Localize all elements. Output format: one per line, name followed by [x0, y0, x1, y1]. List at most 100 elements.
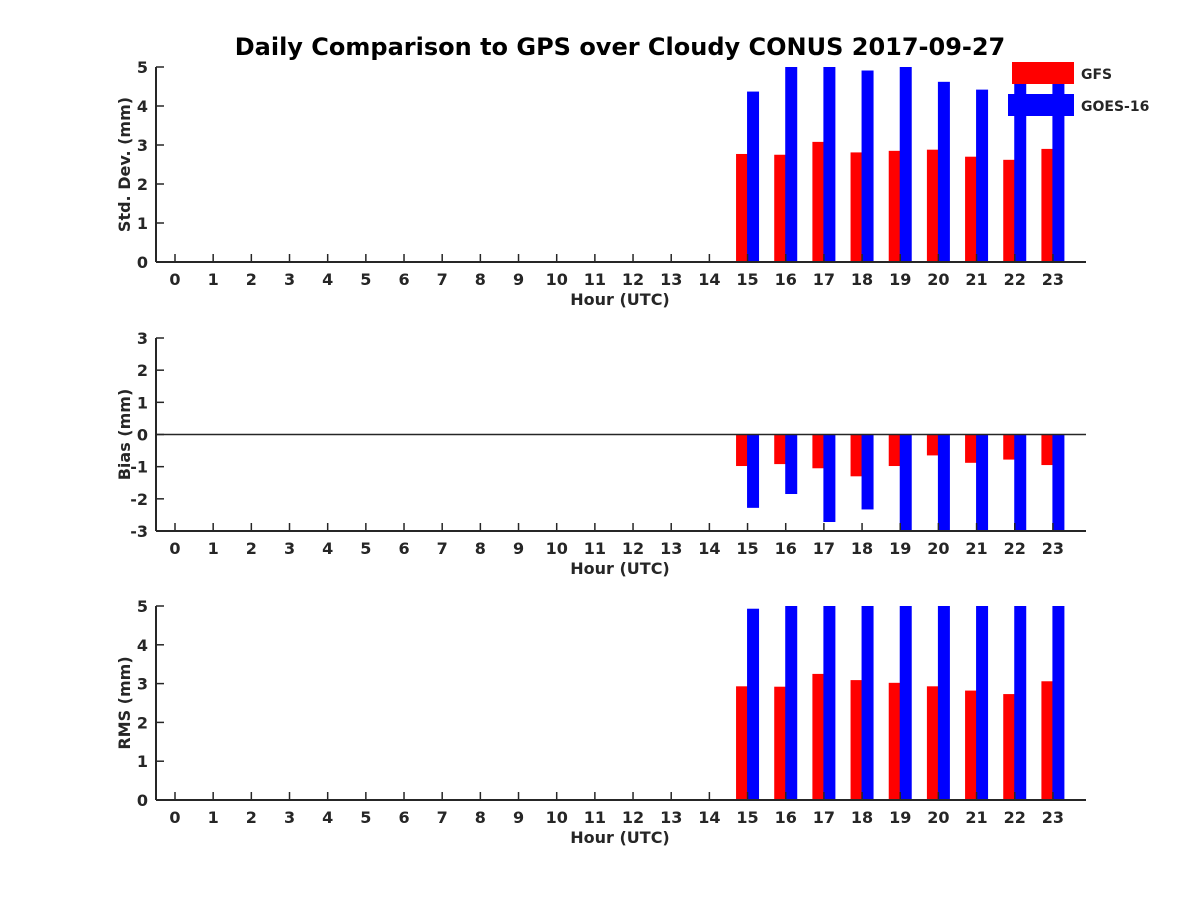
x-tick-label: 0: [169, 808, 180, 827]
x-tick-label: 13: [660, 270, 682, 289]
y-tick-label: 5: [137, 597, 148, 616]
x-tick-label: 16: [775, 808, 797, 827]
y-tick-label: 0: [137, 253, 148, 272]
x-tick-label: 3: [284, 270, 295, 289]
x-tick-label: 16: [775, 270, 797, 289]
x-axis-label: Hour (UTC): [570, 828, 670, 847]
x-tick-label: 12: [622, 270, 644, 289]
x-tick-label: 23: [1042, 270, 1064, 289]
bar-goes-16-hour-15: [747, 608, 760, 800]
bar-gfs-hour-18: [850, 152, 863, 262]
x-tick-label: 3: [284, 539, 295, 558]
x-tick-label: 13: [660, 539, 682, 558]
x-tick-label: 23: [1042, 808, 1064, 827]
x-tick-label: 16: [775, 539, 797, 558]
bar-goes-16-hour-18: [861, 434, 874, 510]
bar-goes-16-hour-22: [1014, 434, 1027, 531]
x-tick-label: 8: [475, 808, 486, 827]
y-tick-label: 0: [137, 791, 148, 810]
bar-gfs-hour-19: [888, 150, 901, 262]
x-tick-label: 17: [813, 539, 835, 558]
bar-goes-16-hour-23: [1052, 434, 1065, 531]
x-tick-label: 18: [851, 808, 873, 827]
y-tick-label: 3: [137, 136, 148, 155]
x-tick-label: 7: [437, 539, 448, 558]
y-tick-label: 2: [137, 175, 148, 194]
bar-goes-16-hour-18: [861, 606, 874, 800]
bar-goes-16-hour-21: [976, 434, 989, 531]
x-tick-label: 4: [322, 270, 333, 289]
y-tick-label: 2: [137, 713, 148, 732]
x-tick-label: 0: [169, 270, 180, 289]
x-tick-label: 12: [622, 808, 644, 827]
x-tick-label: 5: [360, 270, 371, 289]
x-tick-label: 19: [889, 808, 911, 827]
x-tick-label: 22: [1004, 539, 1026, 558]
y-tick-label: -2: [130, 490, 148, 509]
x-tick-label: 5: [360, 539, 371, 558]
bar-gfs-hour-16: [774, 686, 787, 800]
bar-goes-16-hour-15: [747, 91, 760, 262]
bar-goes-16-hour-20: [937, 434, 950, 531]
x-tick-label: 12: [622, 539, 644, 558]
bar-goes-16-hour-18: [861, 70, 874, 262]
x-tick-label: 14: [698, 539, 720, 558]
x-tick-label: 6: [398, 808, 409, 827]
bar-gfs-hour-19: [888, 682, 901, 800]
x-tick-label: 4: [322, 808, 333, 827]
y-tick-label: 4: [137, 636, 148, 655]
y-tick-label: 0: [137, 426, 148, 445]
bar-goes-16-hour-20: [937, 81, 950, 262]
legend-swatch-goes-16: [1008, 94, 1074, 116]
y-axis-label: RMS (mm): [115, 656, 134, 749]
bar-goes-16-hour-19: [899, 67, 912, 262]
x-tick-label: 2: [246, 808, 257, 827]
bar-gfs-hour-18: [850, 680, 863, 800]
x-tick-label: 11: [584, 270, 606, 289]
x-tick-label: 8: [475, 539, 486, 558]
bar-gfs-hour-17: [812, 434, 825, 469]
bar-goes-16-hour-22: [1014, 82, 1027, 262]
x-tick-label: 14: [698, 808, 720, 827]
y-tick-label: 1: [137, 752, 148, 771]
x-tick-label: 21: [965, 270, 987, 289]
bar-goes-16-hour-16: [785, 606, 798, 800]
y-tick-label: 2: [137, 361, 148, 380]
x-tick-label: 2: [246, 270, 257, 289]
x-tick-label: 10: [546, 270, 568, 289]
x-axis-label: Hour (UTC): [570, 290, 670, 309]
x-tick-label: 11: [584, 539, 606, 558]
x-tick-label: 0: [169, 539, 180, 558]
x-tick-label: 14: [698, 270, 720, 289]
x-tick-label: 23: [1042, 539, 1064, 558]
x-tick-label: 17: [813, 270, 835, 289]
x-tick-label: 3: [284, 808, 295, 827]
y-tick-label: 4: [137, 97, 148, 116]
bar-gfs-hour-19: [888, 434, 901, 467]
x-tick-label: 10: [546, 539, 568, 558]
bar-gfs-hour-21: [965, 156, 978, 262]
x-tick-label: 9: [513, 270, 524, 289]
bar-goes-16-hour-22: [1014, 606, 1027, 800]
bar-goes-16-hour-16: [785, 434, 798, 495]
x-tick-label: 18: [851, 270, 873, 289]
y-tick-label: 5: [137, 58, 148, 77]
bar-gfs-hour-23: [1041, 681, 1054, 800]
x-tick-label: 13: [660, 808, 682, 827]
chart-title: Daily Comparison to GPS over Cloudy CONU…: [234, 33, 1006, 61]
bar-goes-16-hour-15: [747, 434, 760, 508]
bar-gfs-hour-17: [812, 141, 825, 262]
x-tick-label: 10: [546, 808, 568, 827]
bar-gfs-hour-21: [965, 434, 978, 463]
legend: GFS GOES-16: [1008, 62, 1149, 116]
y-tick-label: -1: [130, 458, 148, 477]
bar-gfs-hour-23: [1041, 434, 1054, 466]
x-tick-label: 7: [437, 270, 448, 289]
x-tick-label: 6: [398, 539, 409, 558]
x-tick-label: 5: [360, 808, 371, 827]
y-tick-label: 1: [137, 214, 148, 233]
bar-goes-16-hour-19: [899, 434, 912, 531]
x-tick-label: 9: [513, 808, 524, 827]
